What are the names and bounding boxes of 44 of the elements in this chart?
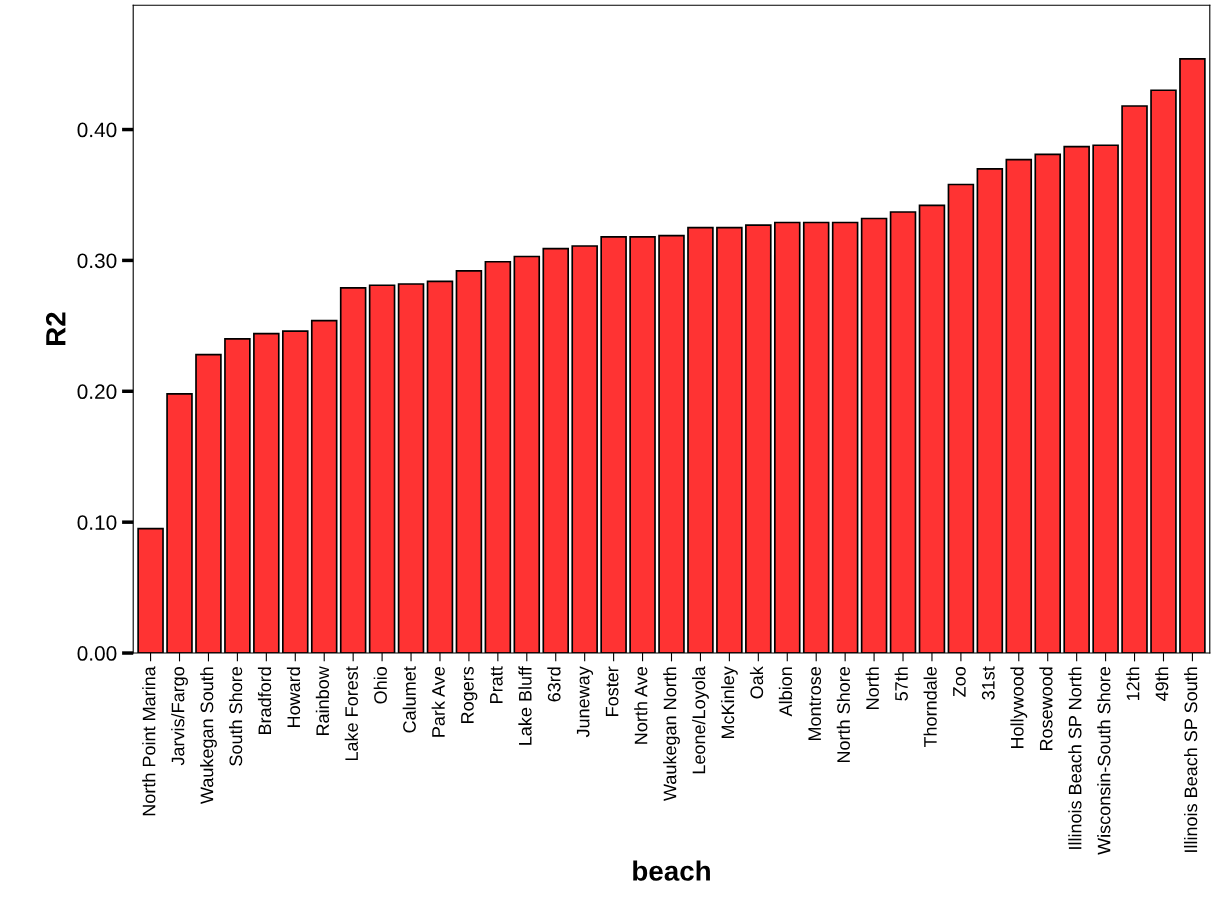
x-tick-label: 57th [894,667,908,701]
y-tick-label: 0.20 [77,384,117,400]
x-tick-label: Juneway [576,666,594,738]
x-tick-label: 31st [981,666,995,700]
x-tick-label: Foster [605,666,619,716]
x-tick-label: North [865,667,879,709]
x-tick-label: Hollywood [1010,667,1028,749]
y-tick-label: 0.40 [77,122,117,138]
x-tick-label: 63rd [547,667,561,702]
x-tick-label: Rosewood [1039,667,1053,751]
x-tick-label: Jarvis/Fargo [171,666,188,766]
x-tick-label: South Shore [228,667,243,766]
x-tick-label: Rogers [461,666,478,723]
y-axis-title: R2 [45,312,66,346]
x-tick-label: Howard [286,667,301,727]
x-tick-label: 12th [1126,667,1140,700]
x-axis-title: beach [633,860,710,881]
x-tick-label: Zoo [953,666,966,697]
x-tick-label: Thorndale [923,667,937,748]
y-tick-label: 0.00 [77,646,117,661]
x-tick-label: North Shore [836,667,850,763]
x-tick-label: North Ave [634,667,648,744]
x-tick-label: Waukegan South [200,667,217,804]
x-tick-label: 49th [1155,667,1169,701]
x-tick-label: Waukegan North [663,667,680,801]
x-tick-label: Lake Bluff [518,666,532,745]
x-tick-label: Illinois Beach SP South [1184,667,1198,852]
y-tick-label: 0.30 [77,253,117,269]
x-tick-label: Pratt [490,666,503,703]
x-tick-label: Park Ave [431,667,445,737]
x-tick-label: Montrose [808,667,822,741]
x-tick-label: Rainbow [315,666,330,735]
x-tick-label: Illinois Beach SP North [1068,667,1082,849]
x-tick-label: Ohio [373,666,387,704]
y-tick-label: 0.10 [77,515,117,530]
x-tick-label: McKinley [720,666,738,738]
x-tick-label: Lake Forest [344,666,358,761]
x-tick-label: Bradford [257,667,272,734]
x-tick-label: Oak [749,666,764,699]
x-tick-label: Leone/Loyola [692,666,709,774]
x-tick-label: Albion [778,667,793,717]
x-tick-label: North Point Marina [142,666,156,816]
x-tick-label: Wisconsin-South Shore [1097,667,1111,855]
x-tick-label: Calumet [402,666,416,733]
